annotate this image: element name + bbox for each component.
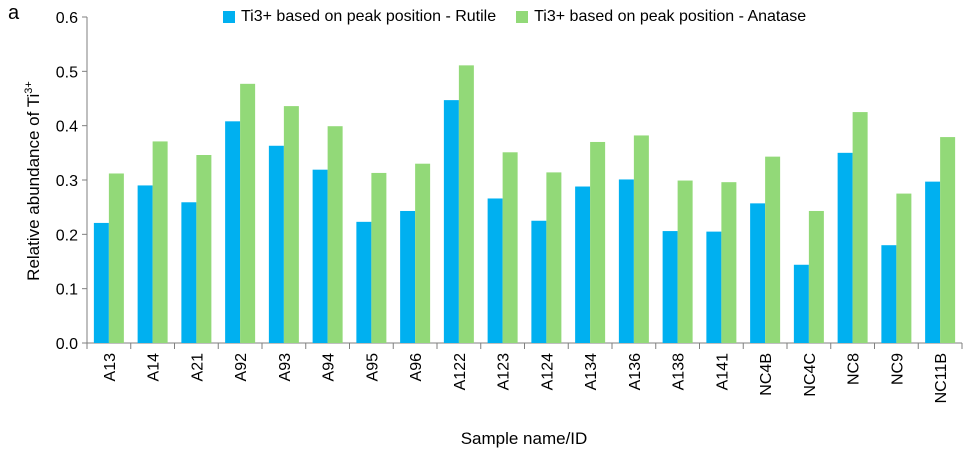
x-tick-label: NC9 [889, 353, 906, 385]
legend-label-rutile: Ti3+ based on peak position - Rutile [241, 8, 497, 25]
x-tick-label: A93 [277, 353, 294, 382]
bar-anatase [152, 141, 168, 343]
legend-item-rutile: Ti3+ based on peak position - Rutile [223, 8, 496, 26]
bar-anatase [546, 172, 562, 343]
y-tick-label: 0.2 [56, 227, 78, 244]
x-tick-label: A122 [452, 353, 469, 390]
bar-anatase [415, 163, 431, 343]
x-axis: A13 A14 A21 A92 A93 A94 A95 A96 A122 A123 A124 A134… [86, 342, 963, 403]
bar-anatase [327, 126, 343, 344]
bar-rutile [312, 169, 328, 343]
panel-label: a [8, 2, 20, 24]
legend: Ti3+ based on peak position - Rutile Ti3… [223, 8, 806, 26]
y-axis: 0.0 0.1 0.2 0.3 0.4 0.5 0.6 [56, 10, 88, 353]
x-tick-label: A136 [627, 353, 644, 390]
bar-anatase [721, 182, 737, 343]
bar-rutile [443, 100, 459, 343]
bar-rutile [618, 179, 634, 343]
bar-anatase [808, 210, 824, 343]
legend-swatch-rutile [223, 11, 235, 23]
bar-rutile [575, 186, 591, 343]
bar-rutile [400, 210, 416, 343]
x-tick-label: A95 [364, 353, 381, 382]
bar-anatase [590, 141, 606, 343]
x-tick-label: A96 [408, 353, 425, 382]
bar-rutile [137, 185, 153, 343]
bar-rutile [925, 181, 941, 343]
bar-rutile [531, 220, 547, 343]
x-tick-label: A21 [189, 353, 206, 382]
bar-rutile [662, 231, 678, 343]
y-tick-label: 0.0 [56, 336, 78, 353]
bar-anatase [896, 193, 912, 343]
x-tick-label: A123 [496, 353, 513, 390]
bar-rutile [487, 198, 503, 343]
bar-anatase [940, 137, 956, 343]
x-tick-label: A124 [539, 353, 556, 390]
bar-rutile [881, 245, 897, 343]
y-axis-title-text: Relative abundance of Ti [24, 94, 43, 281]
bar-anatase [283, 106, 299, 344]
y-axis-title-superscript: 3+ [23, 81, 35, 94]
bar-rutile [93, 222, 109, 343]
y-tick-label: 0.6 [56, 10, 78, 27]
x-axis-title: Sample name/ID [461, 429, 588, 448]
bars [93, 65, 956, 344]
x-tick-label: A141 [714, 353, 731, 390]
bar-rutile [356, 221, 372, 343]
bar-anatase [240, 83, 256, 343]
x-tick-label: NC4B [758, 353, 775, 396]
bar-rutile [750, 203, 766, 343]
bar-anatase [108, 173, 124, 343]
bar-rutile [181, 202, 197, 343]
bar-anatase [852, 112, 868, 343]
bar-anatase [677, 180, 693, 343]
y-tick-label: 0.1 [56, 282, 78, 299]
x-tick-label: NC8 [846, 353, 863, 385]
bar-anatase [458, 65, 474, 344]
legend-item-anatase: Ti3+ based on peak position - Anatase [516, 8, 806, 26]
legend-swatch-anatase [516, 11, 529, 23]
x-tick-label: A13 [102, 353, 119, 382]
x-tick-label: NC11B [933, 353, 950, 403]
bar-rutile [706, 231, 722, 343]
bar-rutile [225, 121, 241, 343]
bar-rutile [268, 145, 284, 343]
x-tick-label: A92 [233, 353, 250, 382]
y-tick-label: 0.4 [56, 119, 78, 136]
bar-rutile [793, 264, 809, 343]
legend-label-anatase: Ti3+ based on peak position - Anatase [534, 8, 807, 25]
y-tick-label: 0.3 [56, 173, 78, 190]
x-tick-label: A134 [583, 353, 600, 390]
x-tick-label: A138 [671, 353, 688, 390]
y-tick-label: 0.5 [56, 64, 78, 81]
x-tick-label: A94 [321, 353, 338, 382]
bar-anatase [765, 156, 781, 343]
x-tick-label: NC4C [802, 353, 819, 397]
y-axis-title: Relative abundance of Ti3+ [23, 81, 43, 281]
bar-rutile [837, 152, 853, 343]
bar-anatase [196, 155, 212, 343]
bar-anatase [633, 135, 649, 343]
bar-anatase [371, 172, 387, 343]
bar-anatase [502, 152, 518, 343]
x-tick-label: A14 [146, 353, 163, 382]
